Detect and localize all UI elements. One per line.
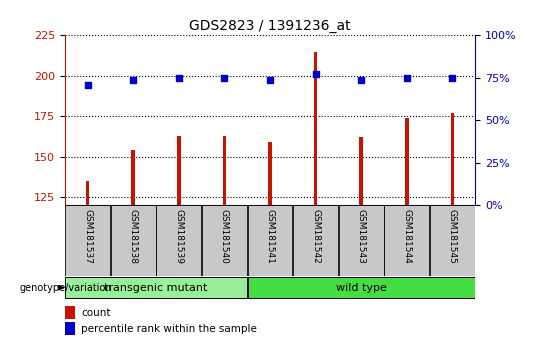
- Bar: [293, 205, 338, 276]
- Point: [129, 77, 138, 82]
- Point: [220, 75, 229, 81]
- Bar: [131, 150, 135, 205]
- Bar: [430, 205, 475, 276]
- Bar: [405, 118, 409, 205]
- Text: transgenic mutant: transgenic mutant: [104, 282, 208, 293]
- Point: [174, 75, 183, 81]
- Text: GSM181545: GSM181545: [448, 209, 457, 264]
- Point: [448, 75, 457, 81]
- Point: [311, 72, 320, 77]
- Text: percentile rank within the sample: percentile rank within the sample: [81, 324, 257, 333]
- Text: GSM181541: GSM181541: [266, 209, 274, 264]
- Bar: [268, 142, 272, 205]
- Bar: [65, 322, 75, 335]
- Point: [83, 82, 92, 87]
- Bar: [65, 205, 110, 276]
- Bar: [450, 113, 454, 205]
- Bar: [65, 277, 247, 298]
- Text: count: count: [81, 308, 111, 318]
- Bar: [65, 306, 75, 319]
- Bar: [222, 136, 226, 205]
- Text: GSM181540: GSM181540: [220, 209, 229, 264]
- Bar: [248, 277, 475, 298]
- Bar: [202, 205, 247, 276]
- Bar: [314, 52, 318, 205]
- Bar: [111, 205, 156, 276]
- Bar: [384, 205, 429, 276]
- Text: genotype/variation: genotype/variation: [19, 282, 112, 293]
- Text: GSM181538: GSM181538: [129, 209, 138, 264]
- Text: GSM181539: GSM181539: [174, 209, 183, 264]
- Point: [266, 77, 274, 82]
- Bar: [86, 181, 90, 205]
- Text: GSM181543: GSM181543: [357, 209, 366, 264]
- Title: GDS2823 / 1391236_at: GDS2823 / 1391236_at: [189, 19, 351, 33]
- Bar: [339, 205, 383, 276]
- Bar: [157, 205, 201, 276]
- Bar: [360, 137, 363, 205]
- Bar: [248, 205, 292, 276]
- Text: wild type: wild type: [336, 282, 387, 293]
- Point: [357, 77, 366, 82]
- Bar: [177, 136, 180, 205]
- Point: [402, 75, 411, 81]
- Text: GSM181542: GSM181542: [311, 209, 320, 264]
- Text: GSM181544: GSM181544: [402, 209, 411, 264]
- Text: GSM181537: GSM181537: [83, 209, 92, 264]
